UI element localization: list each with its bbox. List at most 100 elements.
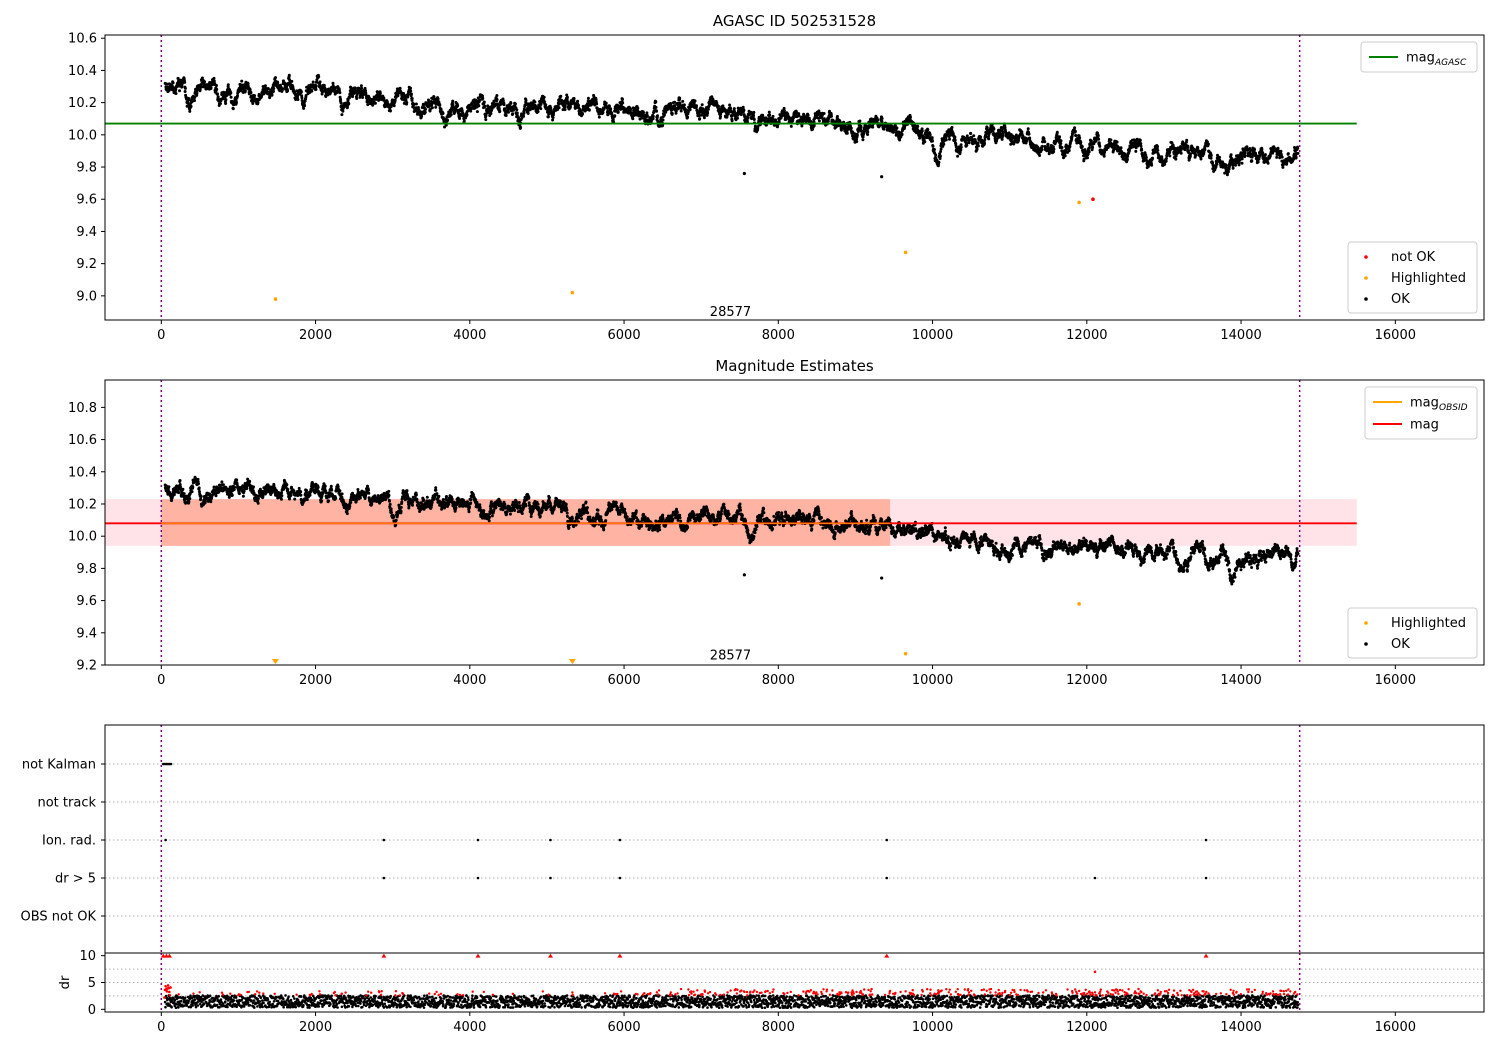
ok-point bbox=[1028, 136, 1032, 140]
ok-point bbox=[237, 492, 241, 496]
ok-point bbox=[959, 143, 963, 147]
ok-point bbox=[1079, 140, 1083, 144]
ok-outlier-point bbox=[742, 171, 746, 176]
ok-point bbox=[771, 114, 775, 118]
y-tick-label: 9.6 bbox=[76, 193, 97, 208]
ok-point bbox=[288, 78, 291, 82]
ok-point bbox=[1102, 154, 1106, 158]
ok-point bbox=[1260, 148, 1264, 152]
ok-point bbox=[1194, 153, 1198, 157]
ok-point bbox=[1026, 127, 1030, 131]
ok-point bbox=[406, 95, 410, 99]
ok-point bbox=[197, 486, 201, 490]
axes-frame bbox=[104, 34, 1485, 321]
ok-point bbox=[300, 99, 304, 102]
ok-point bbox=[412, 102, 416, 106]
ok-point bbox=[967, 141, 971, 145]
ok-point bbox=[182, 492, 186, 496]
ok-point bbox=[855, 140, 859, 144]
ok-point bbox=[174, 87, 178, 91]
ok-point bbox=[1164, 157, 1168, 160]
ok-point bbox=[321, 89, 325, 93]
ok-point bbox=[215, 84, 218, 87]
ok-point bbox=[1009, 142, 1013, 146]
ok-point bbox=[1126, 154, 1130, 158]
ok-point bbox=[956, 154, 960, 158]
ok-point bbox=[246, 82, 250, 86]
ok-point bbox=[430, 106, 434, 110]
ok-point bbox=[1296, 151, 1300, 155]
ok-point bbox=[416, 106, 420, 109]
ok-point bbox=[1294, 156, 1298, 159]
ok-point bbox=[984, 135, 988, 139]
ok-point bbox=[249, 91, 253, 95]
x-tick-label: 14000 bbox=[1220, 328, 1261, 343]
ok-point bbox=[909, 115, 912, 119]
y-tick-label: 10.0 bbox=[68, 128, 97, 143]
ok-point bbox=[338, 91, 342, 95]
ok-point bbox=[700, 103, 704, 107]
ok-point bbox=[272, 89, 275, 93]
ok-point bbox=[274, 76, 277, 80]
ok-point bbox=[1186, 144, 1190, 148]
ok-point bbox=[674, 111, 678, 115]
ok-point bbox=[975, 147, 979, 151]
ok-point bbox=[1170, 141, 1174, 145]
ok-point bbox=[568, 105, 572, 109]
ok-point bbox=[662, 113, 666, 117]
ok-point bbox=[761, 113, 765, 117]
ok-point bbox=[1040, 148, 1044, 152]
ok-point bbox=[341, 109, 345, 113]
ok-point bbox=[226, 83, 230, 87]
ok-point bbox=[409, 89, 413, 93]
ok-point bbox=[711, 99, 715, 103]
ok-point bbox=[424, 107, 427, 111]
ok-point bbox=[498, 109, 502, 113]
ok-point bbox=[629, 107, 633, 111]
ok-point bbox=[1243, 154, 1247, 158]
ok-point bbox=[539, 107, 543, 111]
ok-point bbox=[511, 112, 515, 116]
ok-point bbox=[976, 141, 980, 145]
ok-point bbox=[1087, 146, 1091, 150]
ok-point bbox=[501, 99, 505, 103]
ok-point bbox=[1138, 138, 1142, 142]
ok-point bbox=[167, 485, 171, 489]
ok-point bbox=[441, 111, 445, 115]
panel-agasc-magnitude: 0 2000 4000 6000 8000 10000 12000 14000 160009.0… bbox=[68, 12, 1485, 343]
ok-point bbox=[402, 92, 406, 95]
ok-point bbox=[193, 99, 196, 102]
ok-point bbox=[1046, 145, 1050, 149]
ok-point bbox=[1156, 145, 1159, 148]
ok-point bbox=[987, 137, 991, 141]
ok-point bbox=[189, 104, 193, 108]
ok-point bbox=[546, 115, 550, 119]
obsid-annotation: 28577 bbox=[710, 305, 751, 320]
ok-point bbox=[822, 112, 826, 115]
ok-point bbox=[360, 86, 364, 90]
ok-point bbox=[1276, 146, 1280, 150]
ok-point bbox=[1067, 149, 1071, 153]
ok-point bbox=[1189, 152, 1193, 156]
y-tick-label: 9.0 bbox=[76, 289, 97, 304]
ok-point bbox=[756, 127, 760, 131]
ok-point bbox=[446, 118, 449, 122]
ok-point bbox=[229, 95, 233, 99]
ok-point bbox=[1043, 140, 1047, 144]
ok-point bbox=[1250, 159, 1254, 163]
ok-point bbox=[1168, 154, 1172, 158]
ok-point bbox=[1209, 156, 1213, 160]
ok-point bbox=[752, 114, 755, 118]
ok-point bbox=[243, 89, 247, 93]
ok-point bbox=[458, 117, 462, 120]
ok-point bbox=[1058, 135, 1062, 139]
ok-point bbox=[557, 102, 561, 106]
ok-point bbox=[581, 112, 584, 116]
ok-point bbox=[405, 101, 409, 105]
ok-point bbox=[191, 485, 195, 489]
ok-point bbox=[166, 487, 170, 491]
ok-point bbox=[853, 132, 856, 136]
ok-point bbox=[224, 98, 228, 102]
ok-point bbox=[1068, 144, 1072, 148]
ok-point bbox=[174, 92, 178, 95]
